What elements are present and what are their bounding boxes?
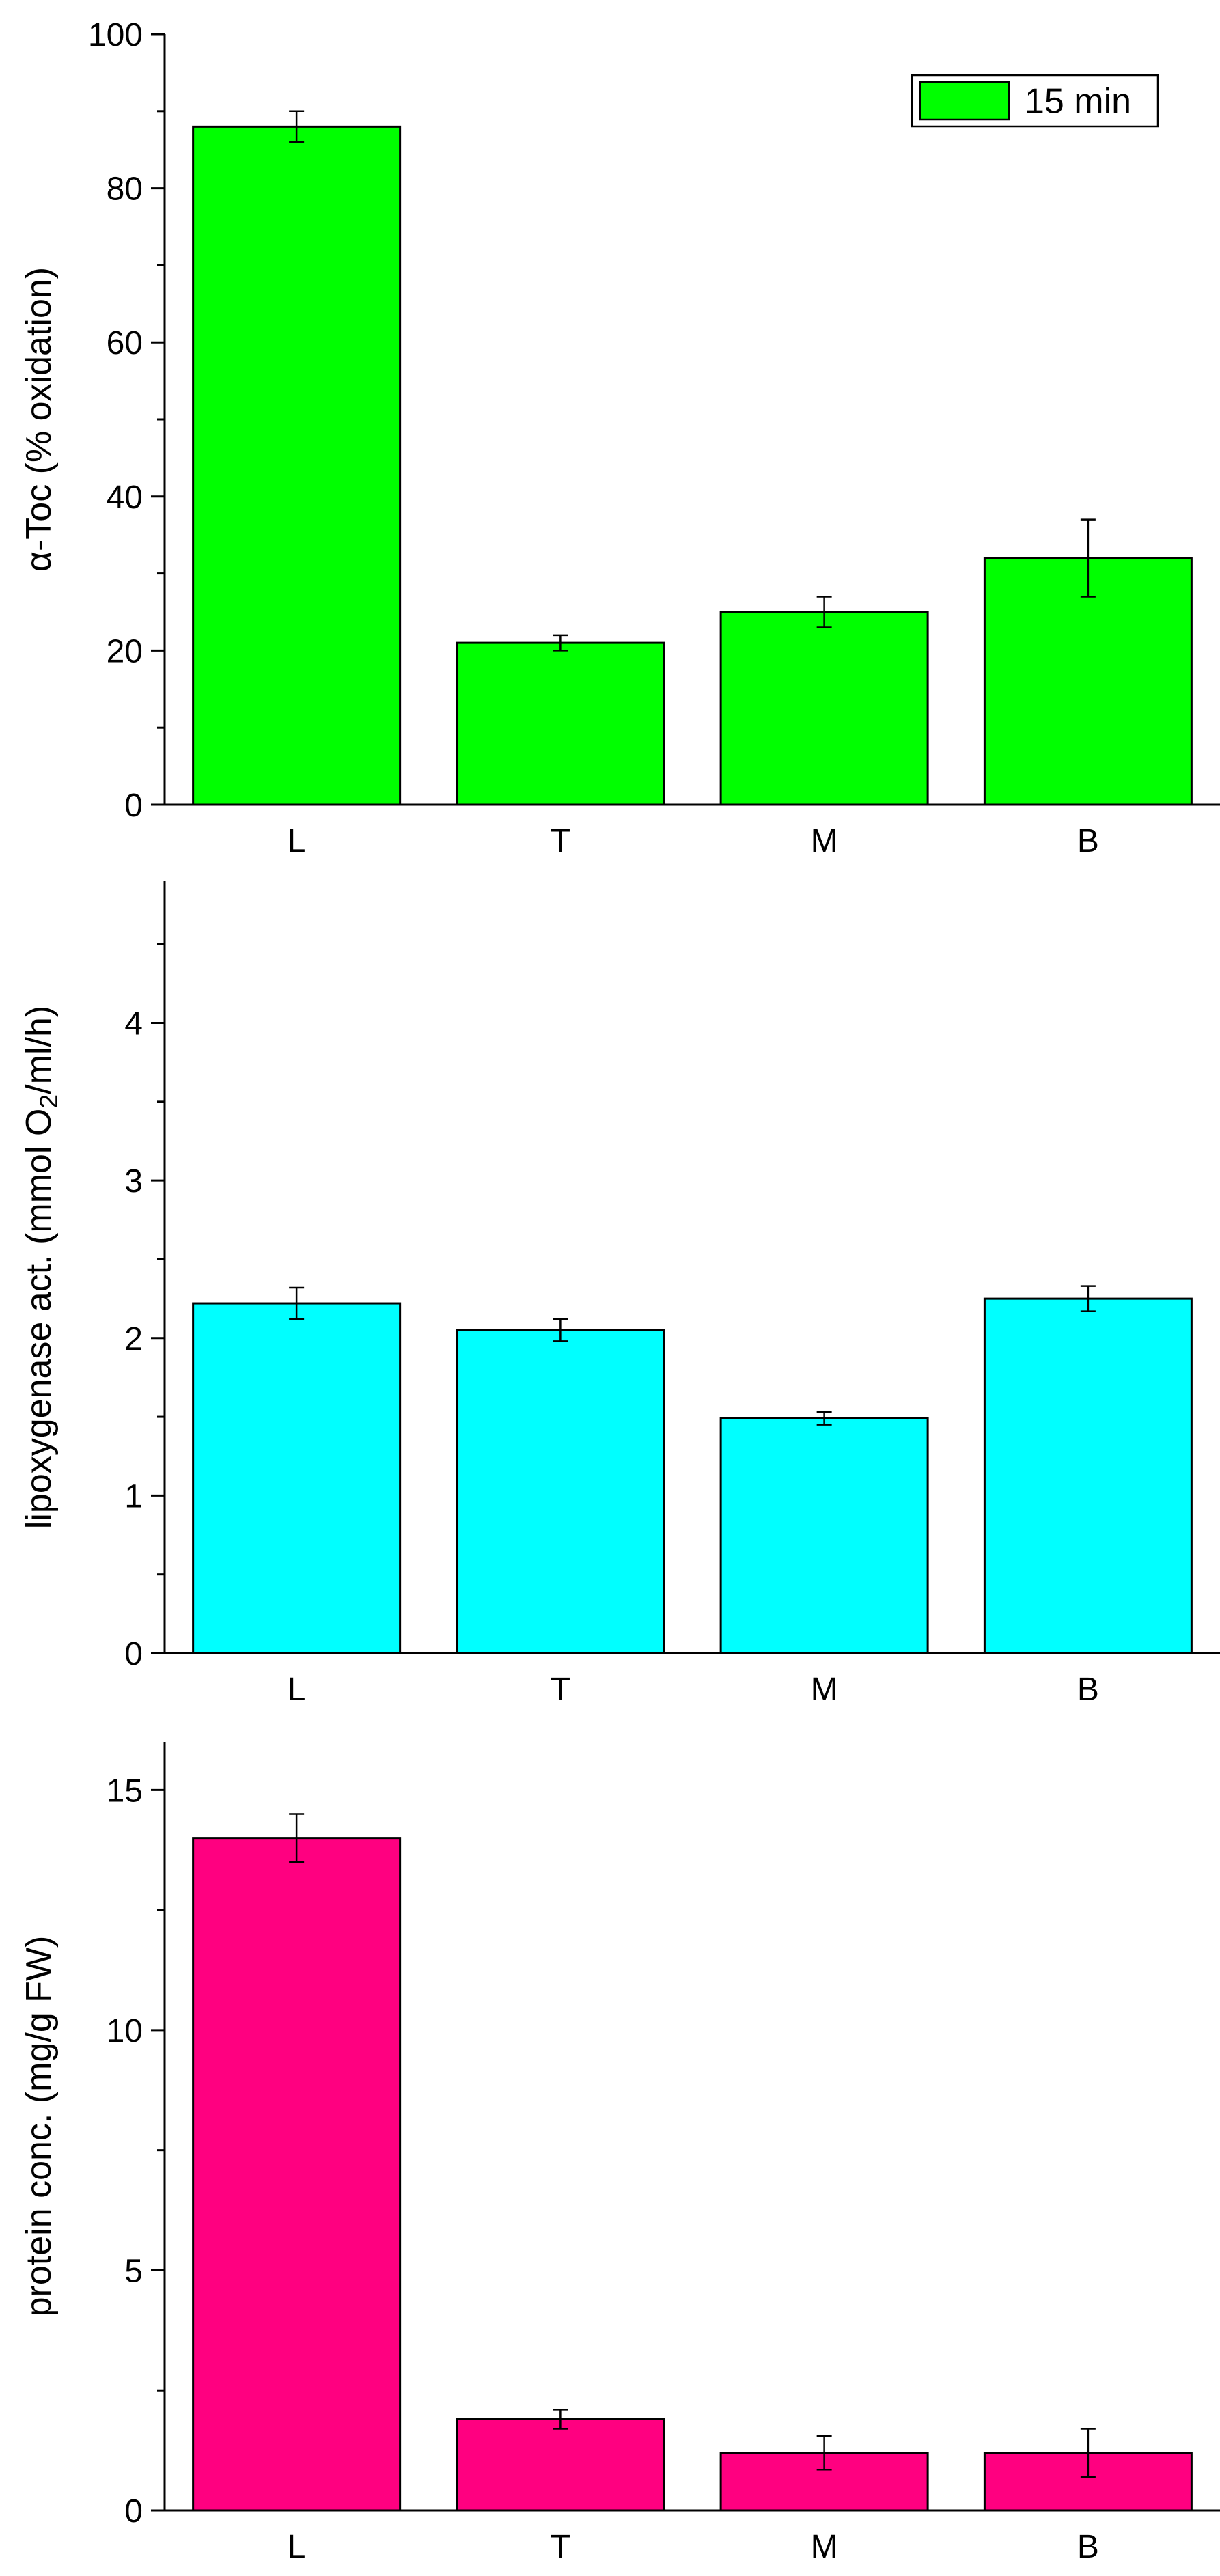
bar-L [192,1302,402,1654]
y-tick-label: 100 [88,17,143,53]
x-category-label: B [1077,1672,1099,1708]
bar-T [456,641,665,806]
x-category-label: B [1077,2529,1099,2565]
bar-M [719,1417,929,1654]
y-tick-label: 1 [124,1478,143,1514]
chart-panel-oxidation: 0 20 40 60 80 100 L T M Bα-Toc (% oxidation) 15 mi… [19,17,1220,859]
y-tick-label: 10 [107,2013,143,2049]
x-category-label: T [551,823,570,859]
bar-T [456,1329,665,1654]
x-category-label: M [811,823,838,859]
y-tick-label: 60 [107,325,143,361]
y-axis-title-part: 2 [34,1094,63,1109]
y-tick-label: 0 [124,1636,143,1672]
y-axis-title-part: lipoxygenase act. (mmol O [19,1109,59,1529]
y-tick-label: 15 [107,1773,143,1809]
y-tick-label: 0 [124,788,143,824]
y-tick-label: 3 [124,1163,143,1200]
bar-L [192,125,402,806]
y-tick-label: 40 [107,480,143,516]
x-category-label: T [551,2529,570,2565]
y-axis-title: α-Toc (% oxidation) [19,267,59,572]
x-category-label: M [811,2529,838,2565]
y-tick-label: 4 [124,1006,143,1042]
y-axis-title-part: α-Toc (% oxidation) [19,267,59,572]
x-category-label: L [288,2529,306,2565]
y-axis-title-part: protein conc. (mg/g FW) [19,1936,59,2317]
x-category-label: L [288,823,306,859]
y-axis-title: lipoxygenase act. (mmol O2/ml/h) [19,1006,63,1529]
bar-M [719,611,929,806]
y-tick-label: 0 [124,2493,143,2530]
legend-label: 15 min [1025,82,1131,122]
y-tick-label: 5 [124,2253,143,2289]
legend-swatch [919,81,1010,121]
bar-L [192,1837,402,2512]
y-tick-label: 80 [107,171,143,208]
y-axis-title-part: /ml/h) [19,1006,59,1094]
y-tick-label: 20 [107,633,143,669]
bar-B [983,557,1193,806]
bar-T [456,2418,665,2512]
y-axis-title: protein conc. (mg/g FW) [19,1936,59,2317]
x-category-label: T [551,1672,570,1708]
x-category-label: L [288,1672,306,1708]
x-category-label: M [811,1672,838,1708]
bar-B [983,1297,1193,1654]
x-category-label: B [1077,823,1099,859]
y-tick-label: 2 [124,1321,143,1357]
